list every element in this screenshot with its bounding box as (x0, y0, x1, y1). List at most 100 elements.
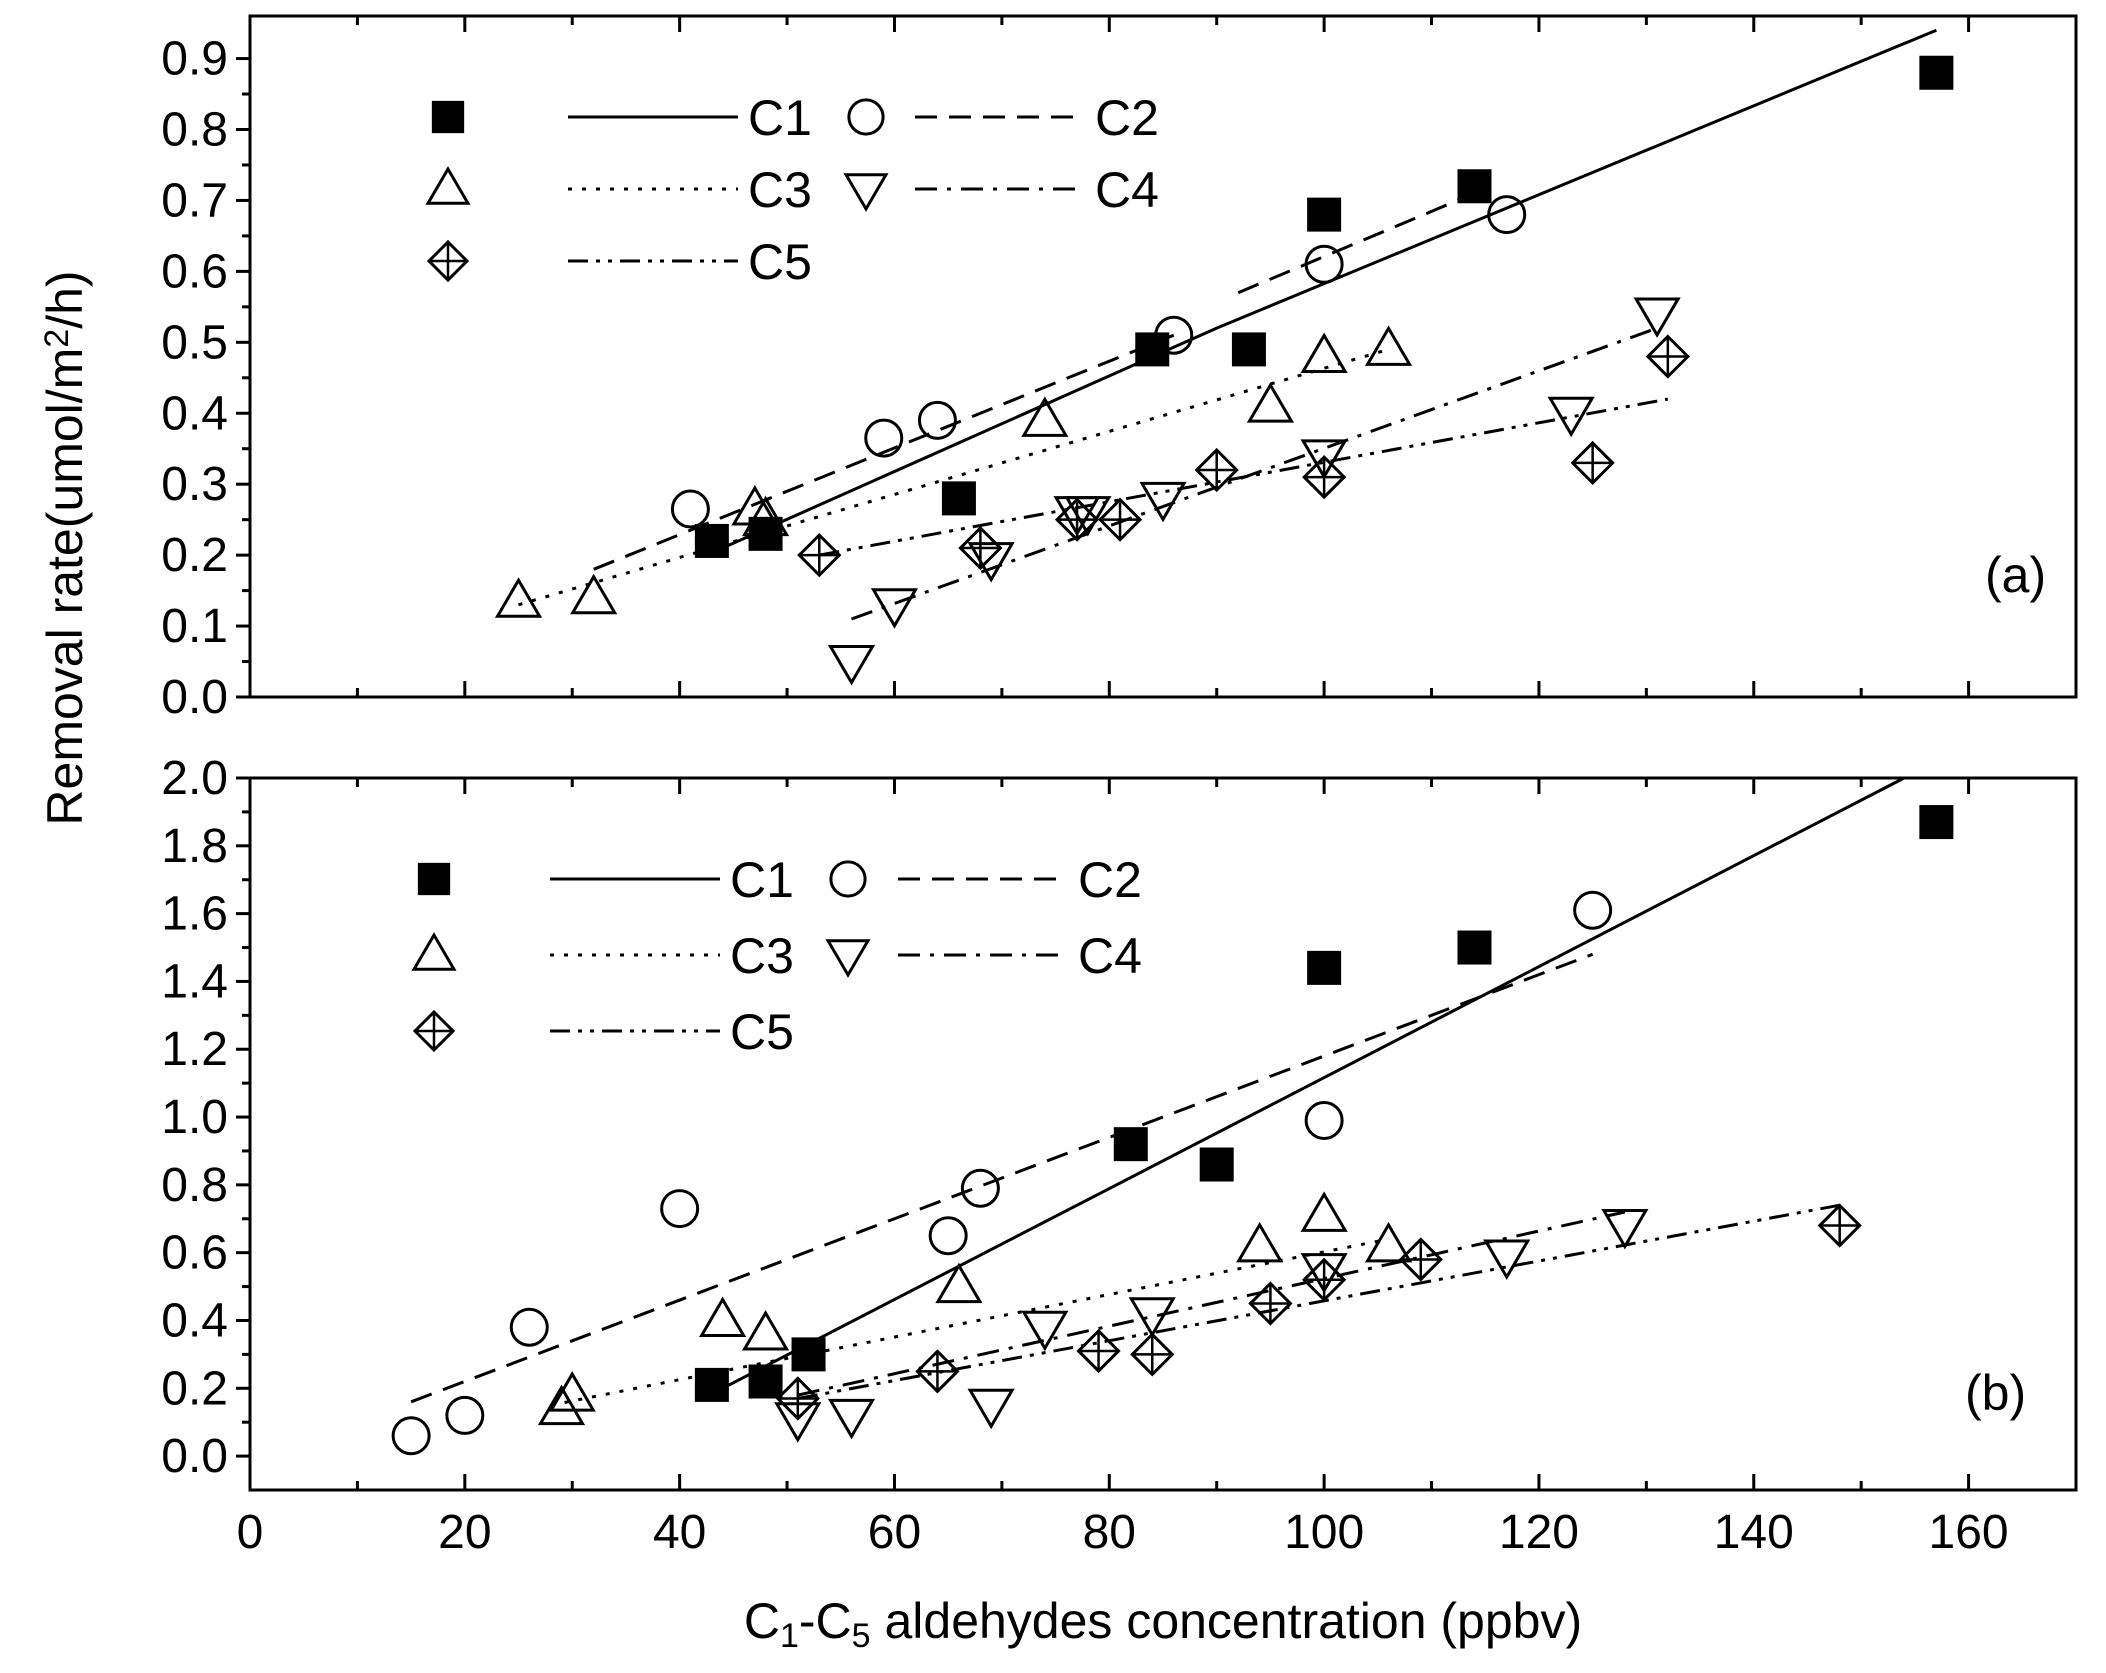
data-point-c1-b (1307, 950, 1342, 985)
y-tick-label-a: 0.5 (161, 316, 228, 369)
data-point-c2-a (1487, 195, 1527, 235)
data-point-c2-b (509, 1307, 549, 1347)
y-tick-label-b: 1.0 (161, 1091, 228, 1144)
data-point-c4-b (967, 1388, 1015, 1430)
data-point-c3-a (1246, 382, 1295, 423)
data-point-c3-b (1364, 1221, 1413, 1263)
data-point-c2-b (391, 1416, 431, 1456)
data-point-c2-b (960, 1168, 1000, 1208)
fit-line-c5-a (819, 397, 1669, 557)
legend-marker-c1-a (431, 100, 465, 134)
legend-marker-c3-a (425, 166, 471, 205)
y-tick-label-b: 0.0 (161, 1430, 228, 1483)
data-point-c2-a (917, 400, 957, 440)
y-tick-label-b: 1.6 (161, 888, 228, 941)
x-tick-label: 20 (438, 1506, 491, 1559)
data-point-c5-a (1570, 440, 1615, 486)
data-point-c3-b (537, 1384, 586, 1426)
legend-label-c3-a: C3 (748, 162, 812, 218)
data-point-c3-b (699, 1296, 747, 1337)
legend-marker-c2-b (829, 860, 867, 898)
legend-marker-c5-b (412, 1009, 456, 1053)
data-point-c5-b (1076, 1328, 1121, 1374)
data-point-c1-b (1113, 1127, 1148, 1162)
x-tick-label: 100 (1284, 1506, 1364, 1559)
fit-line-c4-a (850, 326, 1658, 621)
fit-line-c3-b (550, 1237, 1389, 1407)
data-point-c1-a (941, 481, 976, 516)
y-axis-title: Removal rate(umol/m2/h) (37, 270, 93, 825)
data-point-c3-a (1021, 396, 1069, 437)
plot-frame-a (248, 14, 2078, 699)
data-point-c3-a (731, 485, 779, 526)
data-point-c3-b (935, 1262, 983, 1304)
data-point-c1-b (1919, 805, 1954, 840)
data-point-c5-b (1130, 1332, 1175, 1377)
fit-line-c5-b (797, 1203, 1840, 1400)
data-point-c4-b (827, 1398, 876, 1440)
fit-line-c1-b (721, 776, 1905, 1390)
data-point-c5-b (775, 1376, 820, 1421)
x-tick-label: 60 (868, 1506, 921, 1559)
shared-axis-labels: 0 20 40 60 80 100 120 140 160 C1-C5 aldehydes con… (37, 270, 2009, 1654)
data-point-c5-a (1054, 497, 1100, 542)
data-point-c1-a (1231, 332, 1266, 367)
data-point-c4-a (1633, 297, 1681, 338)
data-point-c1-b (1199, 1147, 1234, 1182)
data-point-c1-b (748, 1364, 783, 1399)
legend-label-c2-a: C2 (1095, 90, 1159, 146)
data-point-c2-a (864, 418, 904, 458)
legend-a: C1 C2 C3 C4 C5 (425, 90, 1159, 290)
y-tick-label-a: 0.0 (161, 671, 228, 724)
x-tick-label: 40 (653, 1506, 706, 1559)
legend-marker-c3-b (411, 932, 457, 971)
data-point-c5-a (1194, 447, 1239, 493)
data-point-c3-b (548, 1371, 596, 1412)
data-point-c3-a (570, 573, 618, 615)
y-tick-label-b: 1.2 (161, 1023, 228, 1076)
y-tick-label-b: 2.0 (161, 752, 228, 805)
y-tick-label-a: 0.7 (161, 174, 228, 227)
data-point-c4-b (1128, 1297, 1176, 1338)
y-tick-label-a: 0.8 (161, 104, 228, 157)
legend-marker-c4-b (825, 939, 871, 978)
panel-a: 0.0 0.1 0.2 0.3 0.4 0.5 0.6 0.7 0.8 0.9 C1 C2 C3 C4 C5… (161, 14, 2078, 724)
data-point-c4-b (1021, 1310, 1069, 1352)
y-tick-label-a: 0.1 (161, 600, 228, 653)
legend-marker-c2-a (847, 98, 885, 136)
data-point-c5-a (1301, 454, 1347, 500)
fit-line-c1-a (721, 28, 1937, 550)
fit-line-c3-a (518, 347, 1390, 607)
panel-tag-b: (b) (1965, 1365, 2026, 1421)
data-point-c2-a (1304, 244, 1344, 284)
data-point-c2-b (660, 1189, 700, 1229)
x-tick-label: 160 (1929, 1506, 2009, 1559)
legend-marker-c4-a (843, 173, 889, 212)
data-point-c2-b (1573, 890, 1613, 930)
data-point-c2-b (445, 1395, 485, 1435)
legend-label-c5-a: C5 (748, 234, 812, 290)
y-tick-label-a: 0.2 (161, 529, 228, 582)
x-tick-label: 140 (1714, 1506, 1794, 1559)
y-tick-label-b: 0.2 (161, 1362, 228, 1415)
chart-panels: 0.0 0.1 0.2 0.3 0.4 0.5 0.6 0.7 0.8 0.9 C1 C2 C3 C4 C5… (161, 14, 2078, 1492)
data-point-c5-b (1301, 1257, 1347, 1302)
legend-marker-c5-a (426, 239, 470, 283)
data-point-c1-a (1307, 197, 1342, 232)
legend-label-c4-a: C4 (1095, 162, 1159, 218)
legend-marker-c1-b (417, 862, 451, 896)
data-point-c3-a (1364, 325, 1413, 366)
data-point-c3-a (741, 495, 790, 537)
y-tick-label-a: 0.4 (161, 387, 228, 440)
data-point-c4-b (1300, 1253, 1348, 1294)
data-point-c3-a (1300, 332, 1348, 373)
y-tick-label-b: 0.6 (161, 1227, 228, 1280)
data-point-c3-b (1236, 1221, 1284, 1263)
data-point-c1-a (694, 523, 729, 558)
fit-line-c2-b (410, 952, 1594, 1404)
legend-label-c4-b: C4 (1078, 928, 1142, 984)
data-point-c1-a (1457, 169, 1492, 204)
data-point-c1-a (1919, 55, 1954, 90)
